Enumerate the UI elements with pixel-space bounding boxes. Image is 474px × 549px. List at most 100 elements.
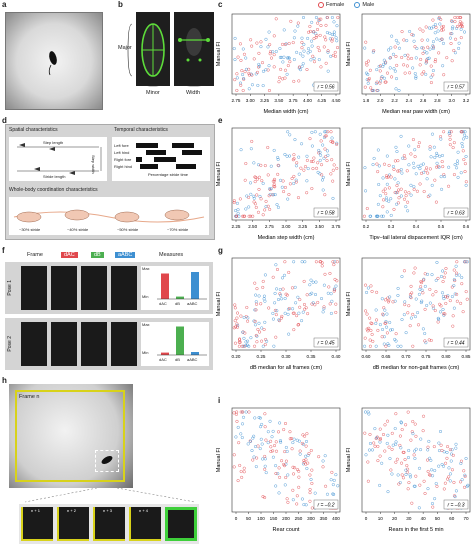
point-male <box>234 209 238 213</box>
x-tick-label: 0.75 <box>422 354 431 359</box>
point-female <box>264 438 268 442</box>
point-female <box>385 175 389 179</box>
point-male <box>411 161 416 165</box>
point-female <box>334 302 338 306</box>
x-tick-label: 4.25 <box>317 98 326 103</box>
point-female <box>427 338 431 342</box>
x-tick-label: 10 <box>378 516 384 521</box>
point-male <box>459 171 463 175</box>
point-male <box>254 465 258 469</box>
spatial-title: Spatial characteristics <box>9 127 58 133</box>
point-male <box>263 320 267 324</box>
point-female <box>387 163 391 167</box>
point-male <box>429 26 433 30</box>
point-female <box>465 297 469 301</box>
x-tick-label: 3.0 <box>449 98 456 103</box>
point-male <box>395 202 399 206</box>
point-female <box>268 52 272 56</box>
width-label: Width <box>186 90 201 96</box>
point-female <box>276 163 280 167</box>
point-male <box>294 164 298 168</box>
point-male <box>253 308 257 312</box>
point-male <box>278 439 283 443</box>
point-female <box>236 55 240 59</box>
point-male <box>277 491 281 495</box>
point-female <box>431 73 435 77</box>
point-male <box>326 69 330 73</box>
point-male <box>295 50 299 54</box>
point-female <box>408 71 412 75</box>
point-male <box>275 287 279 291</box>
point-female <box>239 58 243 62</box>
point-female <box>255 340 259 344</box>
pose1-label-dac: dAC <box>159 301 167 306</box>
point-male <box>423 331 427 336</box>
point-female <box>291 311 295 315</box>
point-male <box>391 443 395 447</box>
x-tick-label: 0.5 <box>438 224 445 229</box>
point-female <box>309 159 313 163</box>
correlation-box <box>313 207 339 218</box>
point-female <box>297 322 301 327</box>
correlation-box <box>313 81 339 92</box>
point-male <box>314 280 318 284</box>
correlation-box <box>443 81 469 92</box>
point-male <box>406 455 411 460</box>
point-female <box>381 198 386 202</box>
point-female <box>267 88 271 93</box>
point-male <box>278 288 282 292</box>
point-female <box>387 186 391 190</box>
point-male <box>414 75 418 79</box>
point-female <box>298 449 302 453</box>
point-female <box>378 69 382 73</box>
x-axis-label: Rear count <box>273 527 300 533</box>
x-tick-label: 0 <box>365 516 368 521</box>
point-male <box>292 260 296 264</box>
point-male <box>385 441 389 446</box>
major-label: Major <box>118 45 132 51</box>
point-male <box>442 297 446 301</box>
point-female <box>286 500 290 504</box>
point-female <box>294 180 298 184</box>
point-female <box>232 201 236 205</box>
point-female <box>335 142 339 146</box>
point-female <box>418 27 422 31</box>
point-male <box>369 214 373 218</box>
point-male <box>396 344 400 348</box>
correlation-label: r = –0.3 <box>447 503 464 509</box>
point-male <box>413 449 417 453</box>
x-tick-label: 2.0 <box>377 98 384 103</box>
pose2-label-dac: dAC <box>159 357 167 362</box>
point-female <box>238 463 242 468</box>
correlation-box <box>313 337 339 348</box>
pose1-label-db: dB <box>175 301 180 306</box>
point-male <box>416 164 420 168</box>
x-tick-label: 0.3 <box>388 224 395 229</box>
point-female <box>413 155 417 159</box>
x-axis-label: Median step width (cm) <box>258 235 315 241</box>
point-male <box>433 497 437 501</box>
point-female <box>449 41 453 46</box>
point-female <box>392 207 396 211</box>
point-male <box>266 441 270 445</box>
point-female <box>435 165 439 169</box>
point-male <box>274 263 278 267</box>
scatter-chart-c-left: Manual FI Median width (cm) 2.75 3.00 3.25 3.… <box>216 13 341 115</box>
point-female <box>274 17 278 21</box>
female-marker-icon <box>318 2 324 8</box>
point-female <box>381 312 385 316</box>
point-female <box>326 130 330 134</box>
point-male <box>321 459 325 463</box>
point-female <box>436 320 440 324</box>
x-tick-label: 0 <box>235 516 238 521</box>
point-female <box>233 325 238 329</box>
point-female <box>421 291 425 295</box>
point-female <box>420 72 424 76</box>
point-male <box>438 154 442 158</box>
point-male <box>431 68 435 73</box>
panel-letter-f: f <box>2 246 5 255</box>
point-male <box>426 57 430 61</box>
point-female <box>238 197 242 201</box>
point-female <box>402 269 407 273</box>
point-male <box>244 67 249 71</box>
